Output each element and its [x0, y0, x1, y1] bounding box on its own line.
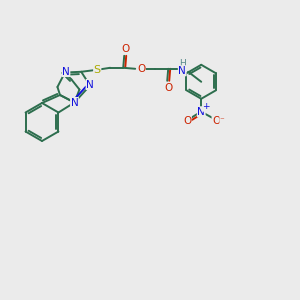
- Text: S: S: [94, 65, 101, 75]
- Text: O: O: [121, 44, 129, 54]
- Text: N: N: [178, 66, 186, 76]
- Text: O: O: [212, 116, 220, 126]
- Text: O: O: [137, 64, 145, 74]
- Text: ⁻: ⁻: [220, 116, 225, 125]
- Text: N: N: [62, 67, 70, 76]
- Text: N: N: [197, 107, 205, 117]
- Text: O: O: [164, 83, 172, 93]
- Text: +: +: [202, 102, 210, 111]
- Text: O: O: [183, 116, 191, 126]
- Text: N: N: [86, 80, 94, 89]
- Text: N: N: [70, 98, 78, 107]
- Text: H: H: [179, 59, 186, 68]
